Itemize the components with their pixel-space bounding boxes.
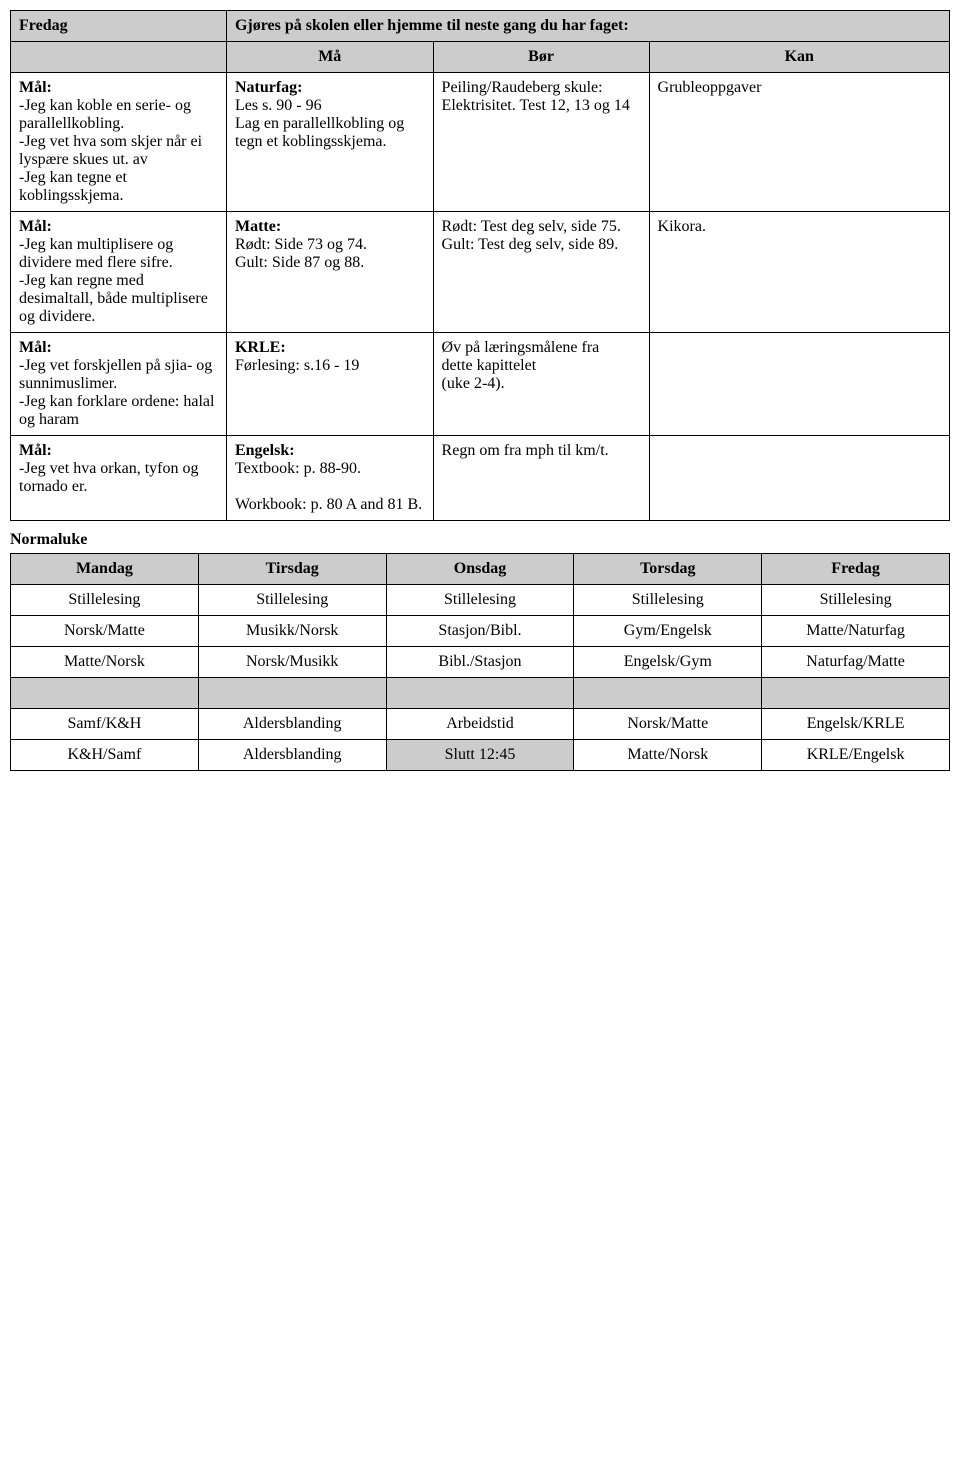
col-ma: Må — [226, 42, 433, 73]
goal-cell: Mål:-Jeg vet hva orkan, tyfon og tornado… — [11, 436, 227, 521]
sched-cell: Norsk/Matte — [574, 709, 762, 740]
homework-rows-table: Mål:-Jeg kan koble en serie- og parallel… — [10, 72, 950, 521]
sched-cell: Musikk/Norsk — [198, 616, 386, 647]
sched-cell: Matte/Naturfag — [762, 616, 950, 647]
sched-cell: Stillelesing — [198, 585, 386, 616]
sched-cell: Stillelesing — [386, 585, 574, 616]
sched-cell: Stasjon/Bibl. — [386, 616, 574, 647]
sched-cell: Aldersblanding — [198, 709, 386, 740]
goal-label: Mål: — [19, 442, 52, 459]
bor-cell: Peiling/Raudeberg skule: Elektrisitet. T… — [433, 73, 649, 212]
kan-cell: Grubleoppgaver — [649, 73, 949, 212]
homework-table: Fredag Gjøres på skolen eller hjemme til… — [10, 10, 950, 73]
sched-cell: KRLE/Engelsk — [762, 740, 950, 771]
sched-cell: Stillelesing — [574, 585, 762, 616]
sched-cell: Norsk/Matte — [11, 616, 199, 647]
sched-cell: Samf/K&H — [11, 709, 199, 740]
kan-cell — [649, 436, 949, 521]
schedule-table: MandagTirsdagOnsdagTorsdagFredag Stillel… — [10, 553, 950, 771]
sched-cell: Arbeidstid — [386, 709, 574, 740]
sched-break — [11, 678, 199, 709]
sched-cell: Naturfag/Matte — [762, 647, 950, 678]
goal-label: Mål: — [19, 339, 52, 356]
sched-cell: Engelsk/Gym — [574, 647, 762, 678]
day-header: Fredag — [11, 11, 227, 42]
goal-label: Mål: — [19, 218, 52, 235]
sched-break — [386, 678, 574, 709]
ma-cell: KRLE:Førlesing: s.16 - 19 — [226, 333, 433, 436]
empty-header — [11, 42, 227, 73]
col-bor: Bør — [433, 42, 649, 73]
sched-cell: Matte/Norsk — [574, 740, 762, 771]
ma-label: Naturfag: — [235, 79, 303, 96]
sched-cell: Slutt 12:45 — [386, 740, 574, 771]
ma-label: KRLE: — [235, 339, 286, 356]
sched-cell: Bibl./Stasjon — [386, 647, 574, 678]
sched-header: Fredag — [762, 554, 950, 585]
sched-break — [198, 678, 386, 709]
col-kan: Kan — [649, 42, 949, 73]
sched-cell: Gym/Engelsk — [574, 616, 762, 647]
bor-cell: Rødt: Test deg selv, side 75.Gult: Test … — [433, 212, 649, 333]
sched-header: Tirsdag — [198, 554, 386, 585]
sched-header: Torsdag — [574, 554, 762, 585]
kan-cell: Kikora. — [649, 212, 949, 333]
ma-label: Matte: — [235, 218, 281, 235]
sched-cell: Stillelesing — [11, 585, 199, 616]
sched-cell: Norsk/Musikk — [198, 647, 386, 678]
goal-cell: Mål:-Jeg vet forskjellen på sjia- og sun… — [11, 333, 227, 436]
sched-cell: Aldersblanding — [198, 740, 386, 771]
bor-cell: Øv på læringsmålene fradette kapittelet(… — [433, 333, 649, 436]
goal-cell: Mål:-Jeg kan multiplisere og dividere me… — [11, 212, 227, 333]
sched-cell: K&H/Samf — [11, 740, 199, 771]
sched-header: Onsdag — [386, 554, 574, 585]
ma-cell: Engelsk:Textbook: p. 88-90.Workbook: p. … — [226, 436, 433, 521]
section-label: Normaluke — [10, 531, 950, 549]
ma-cell: Matte:Rødt: Side 73 og 74.Gult: Side 87 … — [226, 212, 433, 333]
bor-cell: Regn om fra mph til km/t. — [433, 436, 649, 521]
sched-header: Mandag — [11, 554, 199, 585]
sched-cell: Engelsk/KRLE — [762, 709, 950, 740]
ma-cell: Naturfag:Les s. 90 - 96Lag en parallellk… — [226, 73, 433, 212]
sched-break — [762, 678, 950, 709]
kan-cell — [649, 333, 949, 436]
sched-cell: Matte/Norsk — [11, 647, 199, 678]
sched-break — [574, 678, 762, 709]
goal-label: Mål: — [19, 79, 52, 96]
intro-header: Gjøres på skolen eller hjemme til neste … — [226, 11, 949, 42]
sched-cell: Stillelesing — [762, 585, 950, 616]
ma-label: Engelsk: — [235, 442, 295, 459]
goal-cell: Mål:-Jeg kan koble en serie- og parallel… — [11, 73, 227, 212]
